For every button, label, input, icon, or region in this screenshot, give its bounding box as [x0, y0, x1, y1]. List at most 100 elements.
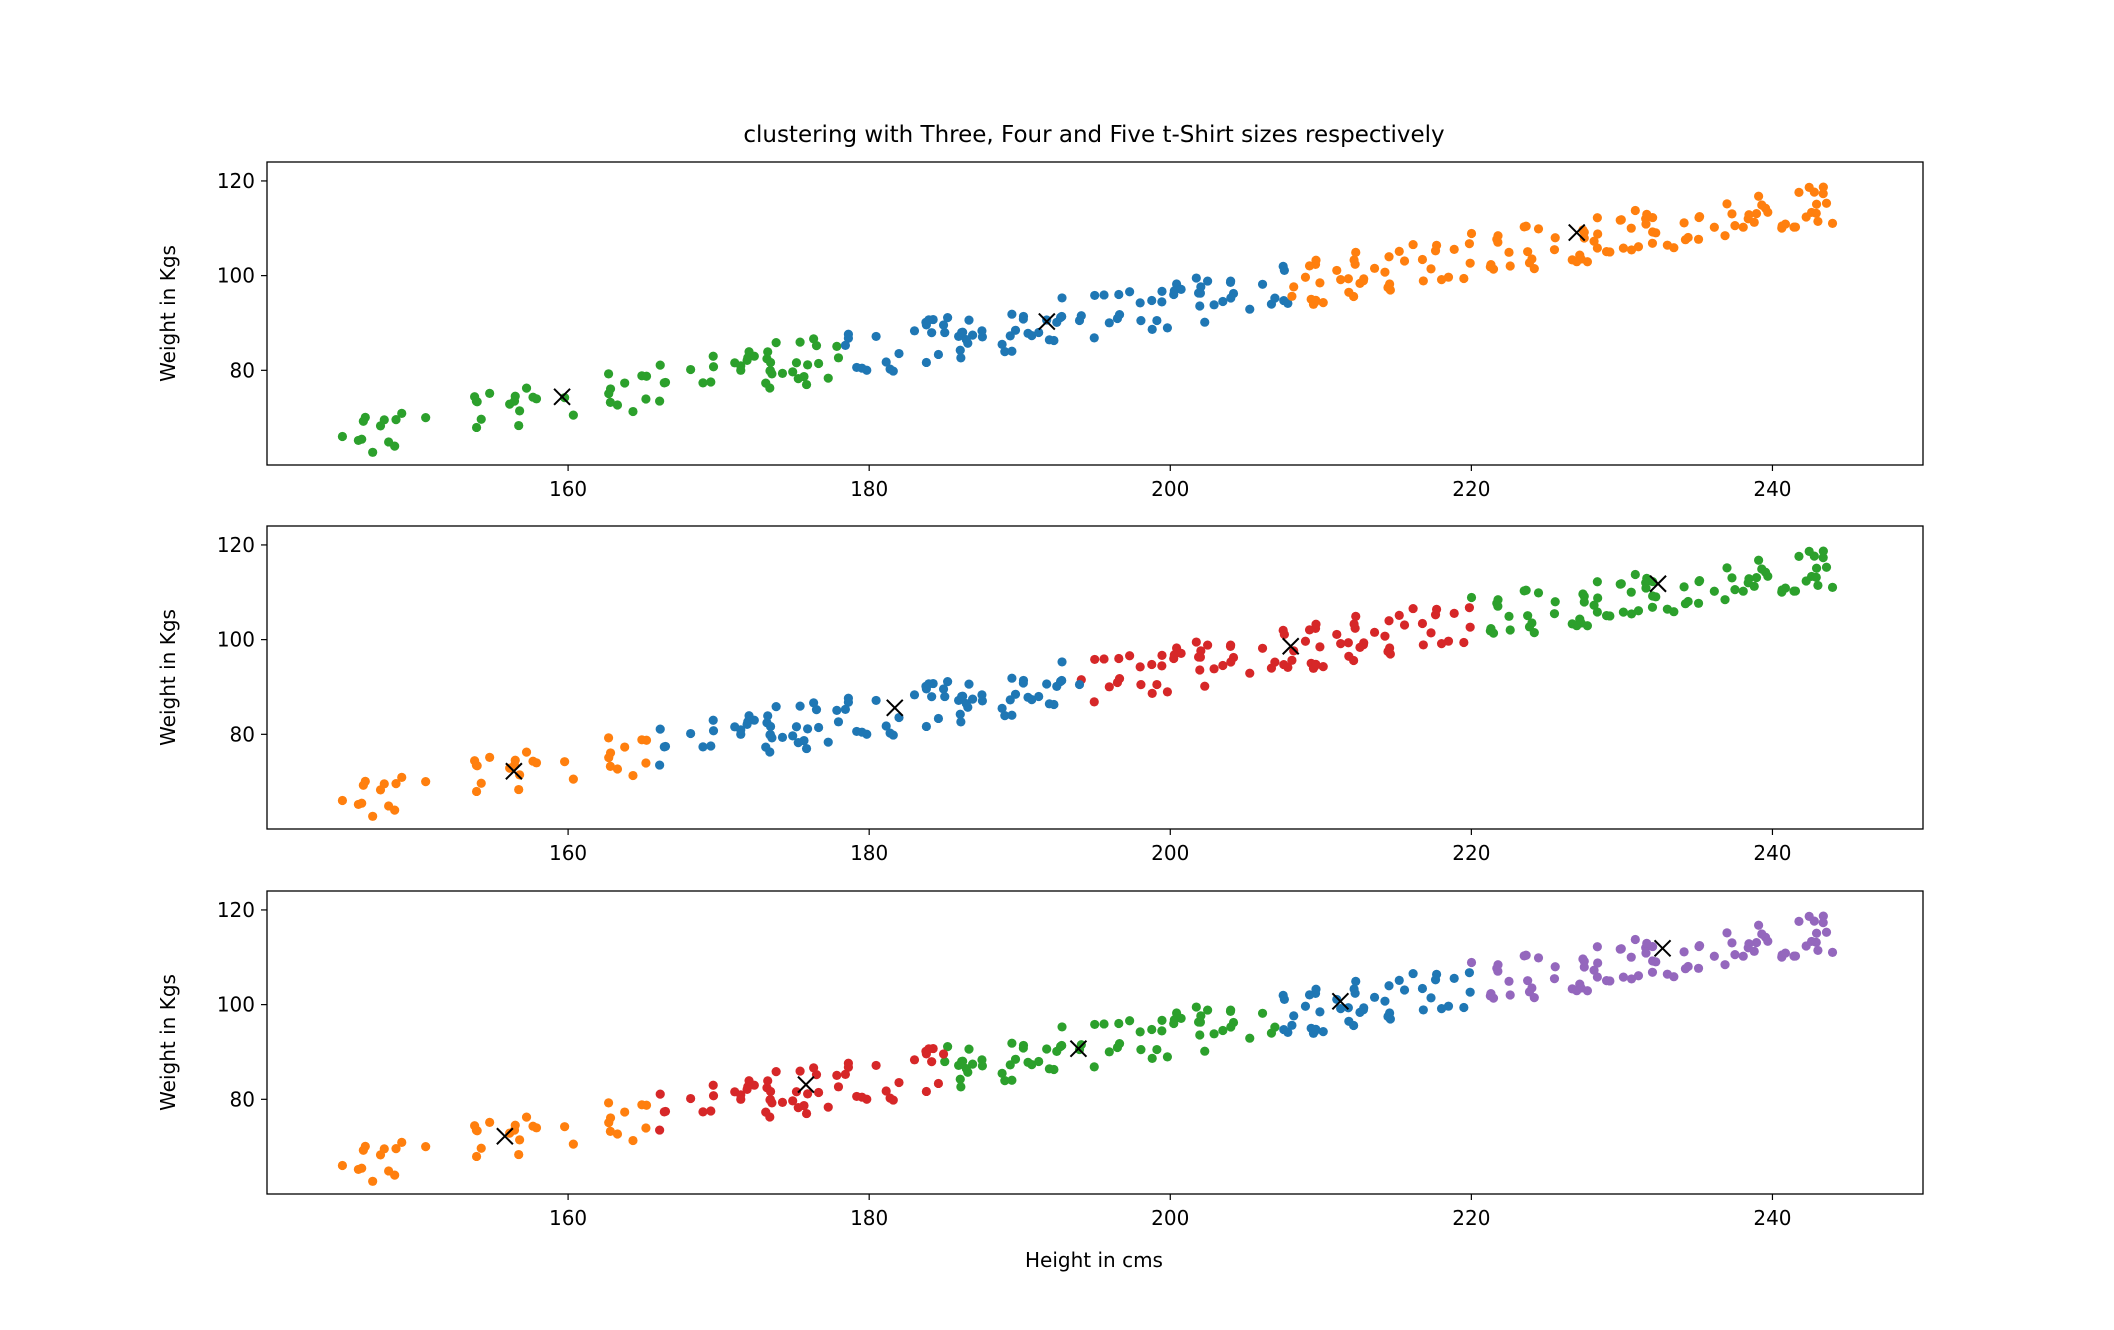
data-point [1218, 1025, 1228, 1036]
data-point [1426, 628, 1436, 638]
data-point [1304, 261, 1315, 271]
data-point [421, 777, 431, 787]
data-point [977, 326, 987, 336]
data-point [1147, 659, 1157, 670]
data-point [1801, 576, 1811, 586]
data-point [1641, 219, 1651, 229]
data-point [1521, 950, 1531, 960]
data-point [1722, 199, 1732, 209]
data-point [708, 715, 718, 725]
data-point [708, 1080, 718, 1090]
data-point [927, 692, 937, 702]
data-point [1550, 962, 1560, 972]
data-point [521, 1112, 532, 1122]
data-point [604, 389, 614, 399]
data-point [1794, 187, 1804, 197]
data-point [765, 357, 776, 368]
data-point [894, 1077, 904, 1088]
x-tick-label: 200 [1151, 477, 1189, 501]
data-point [1104, 1047, 1114, 1057]
data-point [938, 684, 949, 694]
data-point [637, 735, 647, 745]
data-point [1813, 216, 1823, 227]
data-point [1529, 993, 1539, 1003]
data-point [655, 396, 665, 406]
data-point [1099, 654, 1109, 664]
data-point [1709, 222, 1719, 232]
data-point [1521, 585, 1531, 595]
data-point [1744, 939, 1754, 949]
data-point [476, 778, 486, 788]
data-point [515, 406, 525, 416]
data-point [793, 1102, 803, 1113]
data-point [391, 1143, 401, 1154]
plot-frame [266, 161, 1924, 466]
data-point [1157, 1015, 1167, 1025]
data-point [1464, 603, 1475, 613]
data-point [1821, 198, 1832, 208]
data-point [1351, 611, 1361, 621]
data-point [843, 1062, 854, 1072]
data-point [1744, 210, 1754, 220]
data-point [1679, 947, 1689, 957]
data-point [1730, 585, 1740, 595]
data-point [1794, 916, 1804, 926]
data-point [1104, 682, 1114, 692]
data-point [655, 760, 665, 770]
data-point [1709, 951, 1719, 961]
data-point [1521, 221, 1531, 231]
data-point [1270, 293, 1280, 303]
data-point [1191, 273, 1201, 283]
centroid-marker [505, 762, 523, 780]
data-point [1355, 1007, 1365, 1017]
data-point [1523, 247, 1533, 257]
data-point [660, 1106, 671, 1117]
data-point [1000, 347, 1010, 357]
data-point [1090, 1019, 1100, 1030]
x-axis-label: Height in cms [1025, 1248, 1163, 1272]
data-point [1431, 240, 1442, 250]
data-point [1279, 994, 1289, 1005]
data-point [765, 366, 775, 376]
data-point [1648, 227, 1658, 237]
data-point [840, 340, 850, 350]
data-point [1351, 976, 1361, 986]
data-point [1209, 664, 1219, 674]
data-point [1318, 662, 1328, 672]
data-point [765, 1095, 775, 1105]
data-point [568, 1139, 578, 1149]
data-point [637, 371, 647, 381]
data-point [1749, 946, 1759, 956]
data-point [1486, 260, 1496, 270]
data-point [1811, 572, 1821, 582]
data-point [1757, 929, 1767, 939]
data-point [881, 721, 891, 731]
data-point [397, 772, 407, 782]
data-point [641, 758, 651, 768]
x-tick-label: 160 [549, 841, 587, 865]
data-point [1394, 246, 1404, 256]
y-tick-label: 100 [217, 993, 255, 1017]
subplot-1: 160 180 200 220 240 80 100 120 Weight in Kgs [156, 161, 1924, 501]
data-point [1343, 1003, 1353, 1013]
data-point [1315, 642, 1325, 652]
data-point [832, 1070, 842, 1081]
data-point [1279, 629, 1289, 640]
data-point [924, 1044, 934, 1054]
data-point [603, 733, 614, 743]
data-point [1533, 588, 1544, 598]
data-point [1226, 1022, 1236, 1032]
y-tick-label: 80 [230, 358, 255, 382]
x-tick-label: 240 [1753, 477, 1791, 501]
data-point [1318, 298, 1328, 308]
data-point [1449, 244, 1459, 254]
data-point [765, 730, 775, 740]
data-point [476, 414, 486, 424]
data-point [1057, 657, 1067, 667]
data-point [1007, 1075, 1017, 1085]
data-point [1399, 256, 1410, 266]
data-point [1589, 965, 1599, 975]
data-point [603, 1098, 614, 1108]
data-point [1550, 597, 1560, 607]
